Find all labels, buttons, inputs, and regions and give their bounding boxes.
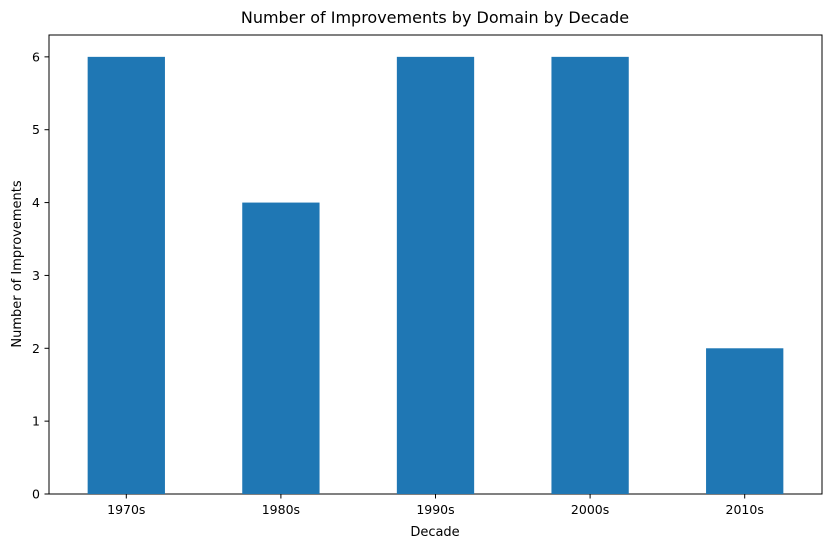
chart-title: Number of Improvements by Domain by Deca… — [241, 8, 629, 27]
y-tick-label: 1 — [32, 414, 40, 429]
x-tick-label: 2010s — [726, 502, 764, 517]
y-axis-ticks: 0 1 2 3 4 5 6 — [32, 49, 49, 502]
bar-1980s — [242, 202, 320, 495]
y-tick-label: 2 — [32, 341, 40, 356]
x-tick-label: 1990s — [416, 502, 454, 517]
bars-group — [87, 56, 784, 495]
y-tick-label: 0 — [32, 487, 40, 502]
x-tick-label: 2000s — [571, 502, 609, 517]
bar-2010s — [706, 348, 784, 494]
y-tick-label: 4 — [32, 195, 40, 210]
x-axis-label: Decade — [410, 525, 459, 540]
bar-1990s — [396, 56, 475, 494]
x-tick-label: 1980s — [262, 502, 300, 517]
x-axis-ticks: 1970s 1980s 1990s 2000s 2010s — [107, 494, 764, 517]
y-tick-label: 6 — [32, 49, 40, 64]
y-tick-label: 5 — [32, 122, 40, 137]
y-tick-label: 3 — [32, 268, 40, 283]
y-axis-label: Number of Improvements — [10, 180, 25, 347]
bar-2000s — [551, 56, 629, 494]
bar-1970s — [87, 56, 165, 494]
x-tick-label: 1970s — [107, 502, 145, 517]
